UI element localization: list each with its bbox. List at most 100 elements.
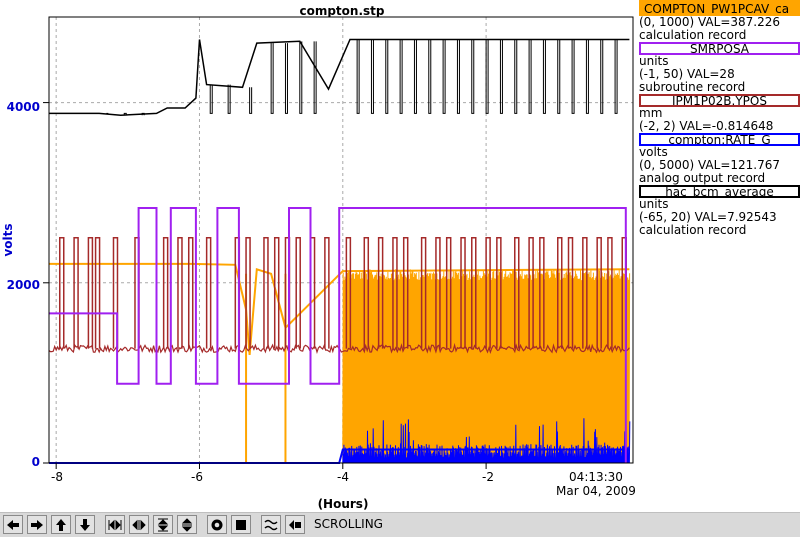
series-hac-bcm-drop [370,39,374,114]
legend-pv-name-smrposa[interactable]: SMRPOSA [639,42,800,55]
legend-units-rate-g: volts [639,145,668,159]
zoom-out-x-icon[interactable] [129,515,149,534]
series-hac-bcm-drop [399,39,403,114]
series-ipm1p02b-spike [177,236,183,349]
legend-units-ipm1p02b: mm [639,106,663,120]
series-hac-bcm-drop [227,84,231,114]
legend-range-smrposa: (-1, 50) VAL=28 [639,67,735,81]
series-ipm1p02b-spike [273,236,280,349]
series-hac-bcm-drop [413,39,417,114]
series-ipm1p02b-spike [528,236,534,349]
legend-pv-name-hac-bcm[interactable]: hac_bcm_average [639,185,800,198]
chart-title: compton.stp [299,4,384,18]
series-ipm1p02b-spike [582,236,588,349]
stop-icon[interactable] [231,515,251,534]
print-icon[interactable] [285,515,305,534]
series-ipm1p02b-spike [73,236,79,349]
series-ipm1p02b-spike [460,236,466,349]
series-compton-pw1pcav-band [342,269,631,464]
series-hac-bcm-drop [249,87,253,114]
series-hac-bcm-drop [141,112,145,116]
series-ipm1p02b-spike [263,236,269,349]
series-hac-bcm-drop [385,39,389,114]
series-ipm1p02b-spike [345,236,352,349]
zoom-out-y-icon[interactable] [177,515,197,534]
series-ipm1p02b-spike [205,236,212,349]
series-ipm1p02b-spike [596,236,602,349]
x-tick-label-neg6: -6 [191,470,203,484]
y-tick-label-4000: 4000 [7,100,40,114]
arrow-up-icon[interactable] [51,515,71,534]
series-ipm1p02b-spike [245,236,251,349]
config-icon[interactable] [207,515,227,534]
zoom-in-y-icon[interactable] [153,515,173,534]
zoom-in-x-icon[interactable] [105,515,125,534]
series-ipm1p02b-spike [295,236,301,349]
series-ipm1p02b-spike [112,236,119,349]
legend-type-rate-g: analog output record [639,171,766,185]
series-hac-bcm-drop [270,43,274,114]
legend-units-hac-bcm: units [639,197,669,211]
autoscale-icon[interactable] [261,515,281,534]
series-hac-bcm-drop [614,39,618,114]
series-hac-bcm-drop [313,41,317,114]
y-tick-label-2000: 2000 [7,278,40,292]
series-hac-bcm-drop [485,39,489,114]
series-ipm1p02b-spike [496,236,502,349]
series-ipm1p02b-spike [324,236,330,349]
legend-panel: COMPTON_PW1PCAV_ca (0, 1000) VAL=387.226… [639,0,800,237]
series-smrposa [49,207,627,463]
arrow-right-icon[interactable] [27,515,47,534]
toolbar: SCROLLING [0,512,800,537]
series-ipm1p02b-spike [539,236,545,349]
series-hac-bcm-drop [456,39,460,114]
series-ipm1p02b-spike [162,236,169,349]
series-ipm1p02b-spike [557,236,563,349]
series-rate-g-band [342,418,631,464]
series-ipm1p02b-spike [514,236,520,349]
series-ipm1p02b-spike [485,236,491,349]
legend-pv-name-compton-pw1pcav[interactable]: COMPTON_PW1PCAV_ca [639,0,800,16]
arrow-left-icon[interactable] [3,515,23,534]
series-ipm1p02b-spike [87,236,94,349]
series-hac-bcm-drop [123,112,127,116]
legend-type-hac-bcm: calculation record [639,223,747,237]
series-hac-bcm-drop [356,39,360,114]
legend-range-rate-g: (0, 5000) VAL=121.767 [639,158,780,172]
series-hac-bcm [49,38,630,116]
legend-type-compton-pw1pcav: calculation record [639,28,747,42]
arrow-down-icon[interactable] [75,515,95,534]
legend-range-hac-bcm: (-65, 20) VAL=7.92543 [639,210,777,224]
series-ipm1p02b-spike [187,236,194,349]
series-hac-bcm-drop [557,39,561,114]
series-hac-bcm-drop [571,39,575,114]
series-hac-bcm-drop [514,39,518,114]
legend-type-smrposa: subroutine record [639,80,746,94]
series-ipm1p02b-spike [94,236,101,349]
series-ipm1p02b-spike [445,236,452,349]
legend-range-ipm1p02b: (-2, 2) VAL=-0.814648 [639,119,774,133]
series-hac-bcm-drop [542,39,546,114]
y-axis-label: volts [1,223,15,256]
series-ipm1p02b-spike [377,236,384,349]
series-ipm1p02b-spike [363,236,370,349]
series-ipm1p02b-spike [435,236,441,349]
series-hac-bcm-drop [471,39,475,114]
series-hac-bcm-drop [428,39,432,114]
legend-units-smrposa: units [639,54,669,68]
series-ipm1p02b-spike [392,236,398,349]
y-tick-label-0: 0 [32,455,40,469]
series-ipm1p02b-spike [420,236,427,349]
series-ipm1p02b-spike [567,236,574,349]
legend-pv-name-ipm1p02b[interactable]: IPM1P02B.YPOS [639,94,800,107]
series-ipm1p02b-spike [402,236,409,349]
axis-ticks [43,102,487,469]
legend-pv-name-rate-g[interactable]: compton:RATE_G [639,133,800,146]
series-hac-bcm-drop [299,41,303,114]
series-hac-bcm-drop [209,84,213,114]
series-hac-bcm-drop [442,39,446,114]
series-hac-bcm-drop [585,39,589,114]
scrolling-mode-label: SCROLLING [314,517,383,531]
plot-frame [48,16,634,464]
